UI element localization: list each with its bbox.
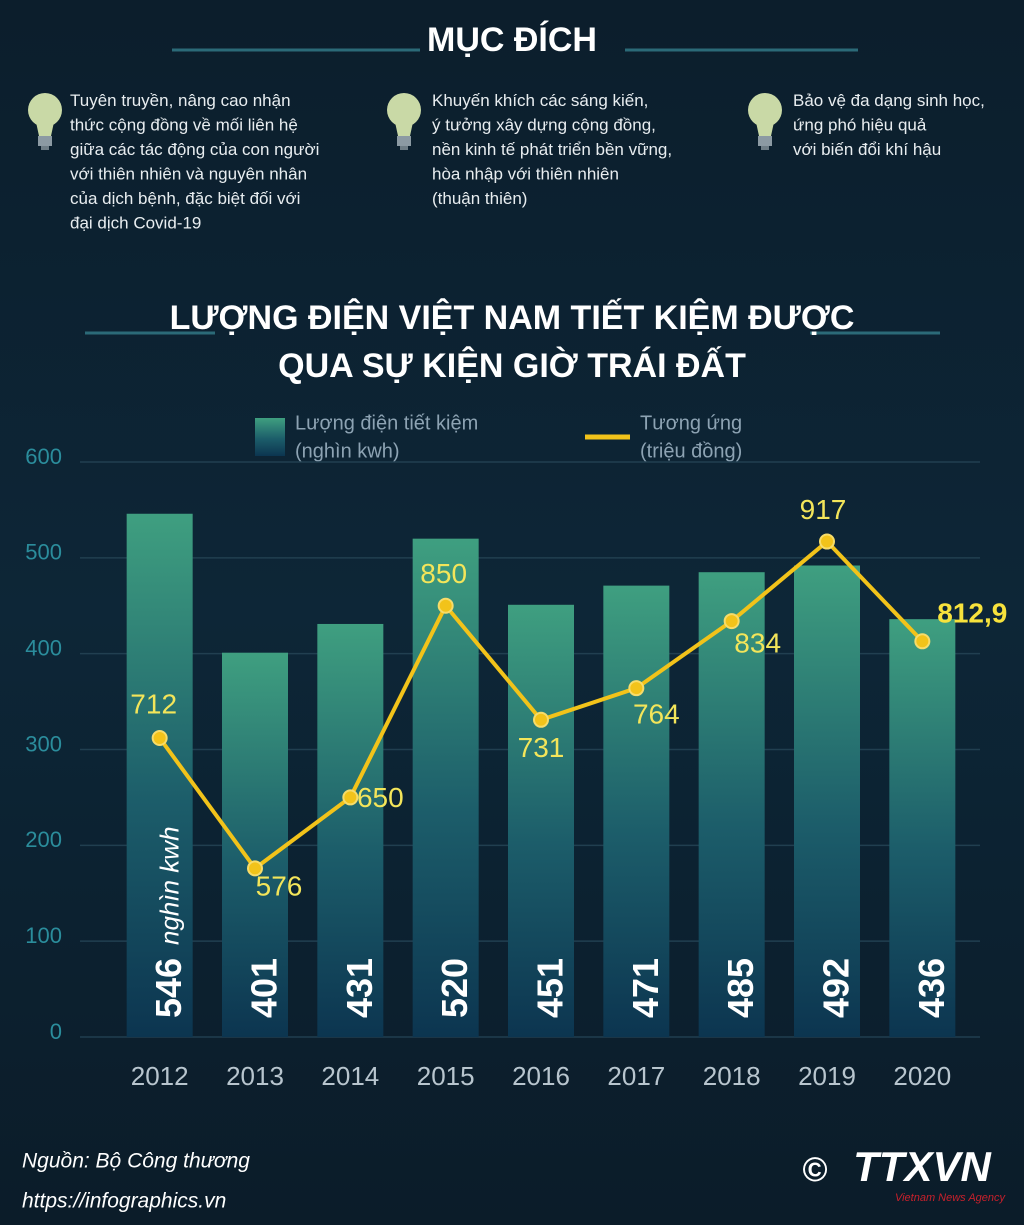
bar [603, 585, 670, 1037]
item-text: Khuyến khích các sáng kiến, [432, 91, 648, 110]
x-tick-label: 2013 [226, 1061, 284, 1091]
bar [222, 652, 288, 1037]
y-tick-label: 100 [25, 923, 62, 948]
item-text: (thuận thiên) [432, 189, 527, 208]
bar-label: 485 [720, 958, 761, 1018]
line-label: 834 [734, 627, 781, 658]
y-tick-label: 600 [25, 444, 62, 469]
x-tick-label: 2016 [512, 1061, 570, 1091]
line-point [914, 633, 931, 650]
line-label: 917 [800, 494, 847, 525]
x-tick-label: 2017 [607, 1061, 665, 1091]
item-text: ứng phó hiệu quả [793, 116, 927, 135]
url: https://infographics.vn [22, 1190, 226, 1213]
y-tick-label: 0 [50, 1019, 62, 1044]
line-point [533, 711, 549, 728]
item-text: thức cộng đồng về mối liên hệ [70, 116, 298, 135]
item-text: của dịch bệnh, đặc biệt đối với [70, 189, 300, 208]
bar [794, 565, 860, 1037]
x-tick-label: 2014 [321, 1061, 379, 1091]
item-text: giữa các tác động của con người [70, 140, 319, 159]
item-text: nền kinh tế phát triển bền vững, [432, 140, 672, 159]
y-tick-label: 200 [25, 827, 62, 852]
item-text: Bảo vệ đa dạng sinh học, [793, 91, 985, 110]
line-point [723, 613, 740, 630]
source: Nguồn: Bộ Công thương [22, 1150, 250, 1173]
line-point [628, 680, 645, 697]
line-label: 850 [420, 558, 467, 589]
bar-label: 451 [530, 958, 571, 1018]
bar-label: 471 [625, 958, 666, 1018]
bar [317, 623, 384, 1037]
line-point [819, 533, 835, 550]
x-tick-label: 2012 [131, 1061, 189, 1091]
legend-unit: (triệu đồng) [640, 440, 742, 462]
line-label: 650 [357, 782, 404, 813]
legend-swatch [255, 418, 285, 456]
bar-unit-label: nghìn kwh [155, 826, 185, 945]
y-tick-label: 400 [25, 635, 62, 660]
bar-label: 492 [816, 958, 857, 1018]
bar [412, 538, 479, 1037]
bar-label: 520 [434, 958, 475, 1018]
item-text: ý tưởng xây dựng cộng đồng, [432, 116, 656, 135]
agency: Vietnam News Agency [895, 1192, 1007, 1204]
x-tick-label: 2018 [703, 1061, 761, 1091]
line-point [151, 730, 168, 746]
legend-unit: (nghìn kwh) [295, 440, 400, 462]
bar [508, 604, 574, 1037]
chart: 0 100 200 300 400 500 600 2012 2013 2014 2015 2016 2… [25, 444, 1007, 1091]
legend-label: Tương ứng [640, 412, 742, 434]
chart-title: LƯỢNG ĐIỆN VIỆT NAM TIẾT KIỆM ĐƯỢC [170, 299, 855, 337]
bar-label: 436 [911, 958, 952, 1018]
bar [889, 619, 956, 1037]
bar-label: 401 [244, 958, 285, 1018]
line-label: 712 [130, 688, 177, 719]
line-point [342, 789, 359, 806]
chart-title: QUA SỰ KIỆN GIỜ TRÁI ĐẤT [278, 347, 746, 385]
item-text: với biến đổi khí hậu [793, 140, 941, 159]
x-tick-label: 2019 [798, 1061, 856, 1091]
line-point [437, 597, 454, 614]
bar [698, 572, 765, 1037]
x-tick-label: 2015 [417, 1061, 475, 1091]
y-tick-label: 500 [25, 540, 62, 565]
line-label: 764 [633, 699, 680, 730]
header-title: MỤC ĐÍCH [427, 21, 597, 59]
line-label: 812,9 [937, 598, 1007, 629]
bar-label: 546 [148, 958, 189, 1018]
item-text: đại dịch Covid-19 [70, 214, 201, 233]
copyright: © [802, 1151, 827, 1189]
items: Tuyên truyền, nâng cao nhận thức cộng đồn… [70, 91, 985, 233]
bar-label: 431 [339, 958, 380, 1018]
line-point [247, 860, 263, 877]
bar [126, 513, 193, 1037]
item-text: với thiên nhiên và nguyên nhân [70, 165, 307, 184]
line-label: 731 [518, 732, 565, 763]
x-tick-label: 2020 [893, 1061, 951, 1091]
y-tick-label: 300 [25, 731, 62, 756]
item-text: hòa nhập với thiên nhiên [432, 165, 619, 184]
line-label: 576 [256, 871, 303, 902]
item-text: Tuyên truyền, nâng cao nhận [70, 91, 291, 110]
legend-label: Lượng điện tiết kiệm [295, 412, 478, 434]
logo: TTXVN [853, 1143, 992, 1190]
